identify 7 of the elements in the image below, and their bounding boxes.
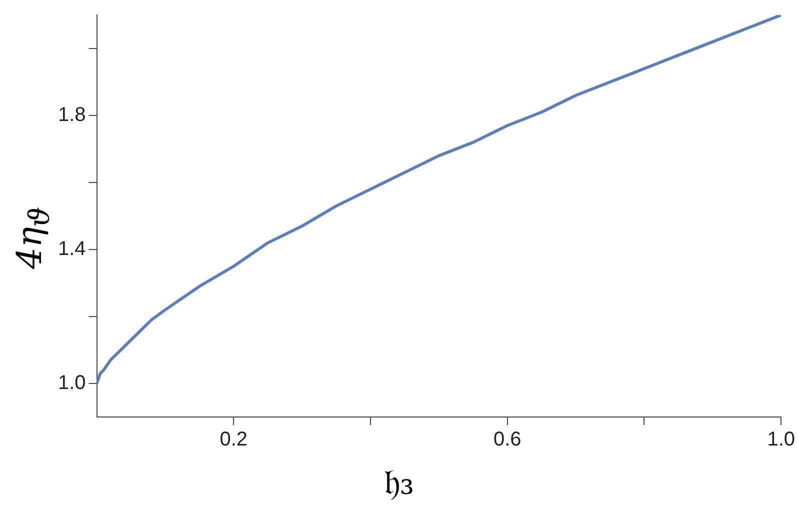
- x-axis-title: 𝔥₃: [382, 462, 416, 503]
- y-tick-label: 1.8: [58, 104, 86, 126]
- x-tick-label: 0.2: [220, 428, 248, 451]
- x-tick-label: 1.0: [767, 428, 796, 451]
- x-tick-label: 0.6: [493, 428, 522, 451]
- y-tick-label: 1.4: [58, 238, 86, 260]
- y-tick-label: 1.0: [58, 372, 86, 394]
